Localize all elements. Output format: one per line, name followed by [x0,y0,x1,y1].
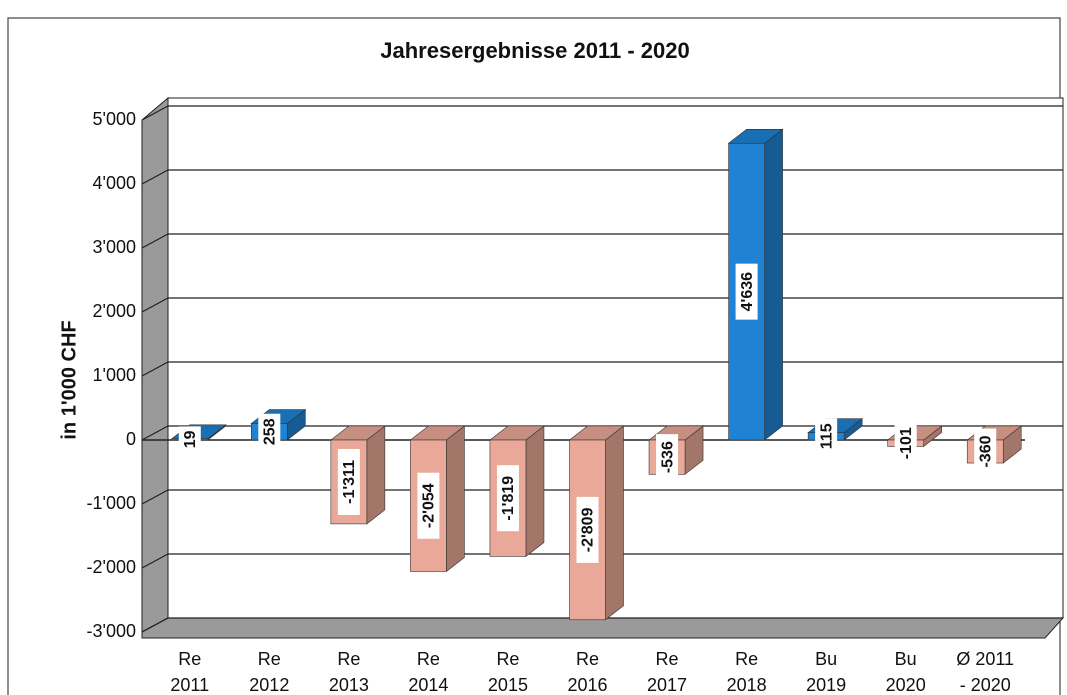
y-tick-label: 3'000 [93,237,136,257]
floor [141,617,1065,639]
value-label-box [576,496,599,563]
x-tick-label: Re 2014 [408,649,448,695]
grid-line [141,553,1063,569]
value-label: -360 [977,435,994,467]
value-label-group: 19 [178,426,201,453]
value-label: -2'054 [421,483,438,528]
grid-line [141,105,1063,121]
value-label-box [496,465,519,532]
value-label-group: -2'054 [417,472,440,539]
value-label-box [974,428,997,475]
value-label: -1'819 [500,476,517,521]
value-label: -536 [659,441,676,473]
y-tick-label: -1'000 [87,493,136,513]
value-label: 19 [182,430,199,448]
y-tick-label: -3'000 [87,621,136,641]
value-label-box [258,413,281,450]
value-label-group: -360 [974,428,997,475]
y-axis-label: in 1'000 CHF [58,320,80,439]
y-tick-label: 0 [126,429,136,449]
x-tick-label: Re 2011 [170,649,209,695]
value-label-group: -1'819 [496,465,519,532]
y-tick-label: 1'000 [93,365,136,385]
value-label: 258 [262,418,279,445]
y-tick-label: 5'000 [93,109,136,129]
bar-side [446,425,465,573]
x-tick-label: Bu 2020 [886,649,926,695]
value-label: -2'809 [580,507,597,552]
value-label-group: 258 [258,413,281,450]
value-label-box [417,472,440,539]
chart-title: Jahresergebnisse 2011 - 2020 [380,38,689,63]
bar-side [605,425,624,621]
value-label-group: 115 [815,418,838,455]
value-label: 115 [818,423,835,449]
value-label-box [178,426,201,453]
bar-side [366,425,386,525]
value-label-box [656,434,679,481]
bar-side [525,425,545,558]
x-tick-label: Re 2012 [249,649,289,695]
value-label: 4'636 [739,272,756,312]
value-label-group: -536 [656,434,679,481]
x-tick-label: Bu 2019 [806,649,846,695]
x-tick-label: Re 2015 [488,649,528,695]
x-tick-label: Re 2018 [727,649,767,695]
value-label-box [894,420,917,467]
bar-side [764,128,783,441]
value-label-box [815,418,838,455]
value-label-group: 4'636 [735,263,758,320]
y-tick-label: 4'000 [93,173,136,193]
value-label-box [337,448,360,515]
value-label-group: -101 [894,420,917,467]
x-tick-label: Re 2013 [329,649,369,695]
x-tick-label: Ø 2011- 2020 [956,649,1014,695]
x-tick-label: Re 2017 [647,649,687,695]
x-tick-label: Re 2016 [567,649,607,695]
value-label-group: -2'809 [576,496,599,563]
y-tick-label: -2'000 [87,557,136,577]
grid-line [141,489,1063,505]
value-label-box [735,263,758,320]
grid-line [141,617,1063,633]
y-tick-label: 2'000 [93,301,136,321]
value-label: -1'311 [341,460,358,504]
value-label: -101 [898,427,915,459]
value-label-group: -1'311 [337,448,360,515]
side-wall [141,96,169,633]
